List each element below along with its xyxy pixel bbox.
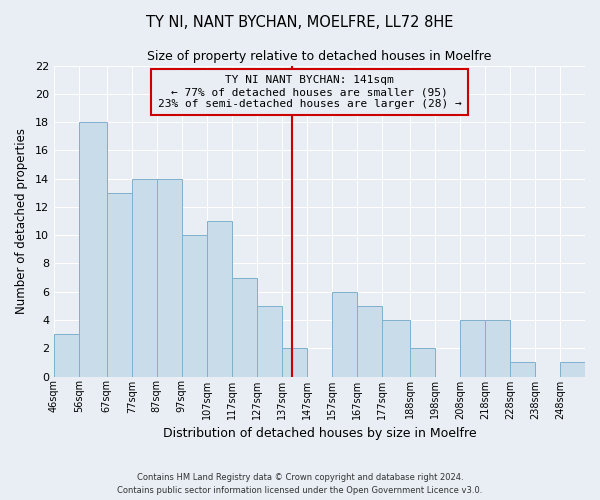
Bar [257,306,282,376]
Bar [560,362,585,376]
Bar [485,320,510,376]
Bar [282,348,307,376]
Bar [54,334,79,376]
Title: Size of property relative to detached houses in Moelfre: Size of property relative to detached ho… [148,50,492,63]
Bar [357,306,382,376]
Bar [332,292,357,376]
Bar [207,221,232,376]
Bar [382,320,410,376]
Bar [79,122,107,376]
Bar [510,362,535,376]
Bar [232,278,257,376]
Bar [131,178,157,376]
Y-axis label: Number of detached properties: Number of detached properties [15,128,28,314]
Bar [410,348,435,376]
Bar [107,193,131,376]
Text: TY NI, NANT BYCHAN, MOELFRE, LL72 8HE: TY NI, NANT BYCHAN, MOELFRE, LL72 8HE [146,15,454,30]
Text: TY NI NANT BYCHAN: 141sqm
← 77% of detached houses are smaller (95)
23% of semi-: TY NI NANT BYCHAN: 141sqm ← 77% of detac… [158,76,461,108]
Bar [460,320,485,376]
Bar [182,235,207,376]
Bar [157,178,182,376]
Text: Contains HM Land Registry data © Crown copyright and database right 2024.
Contai: Contains HM Land Registry data © Crown c… [118,474,482,495]
X-axis label: Distribution of detached houses by size in Moelfre: Distribution of detached houses by size … [163,427,476,440]
